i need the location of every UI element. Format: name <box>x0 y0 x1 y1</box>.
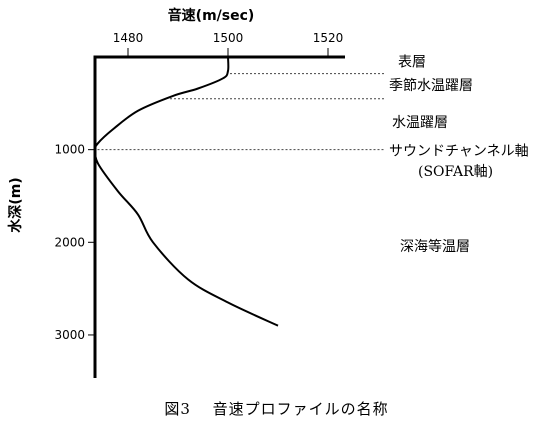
y-axis-title-group: 水深(m) <box>7 177 24 232</box>
layer-label: 表層 <box>398 55 426 71</box>
layer-label: 水温躍層 <box>392 115 448 131</box>
sound-speed-curve <box>94 56 279 327</box>
axes <box>93 55 345 378</box>
y-tick-label: 2000 <box>54 235 85 249</box>
layer-label: サウンドチャンネル軸 <box>389 144 529 160</box>
sound-speed-curve-group <box>94 56 279 327</box>
x-axis-ticks: 1480 1500 1520 <box>113 31 344 57</box>
x-tick-label: 1520 <box>313 31 344 45</box>
layer-label: 季節水温躍層 <box>389 77 473 94</box>
layer-label: 深海等温層 <box>400 238 470 255</box>
figure-caption: 図3 音速プロファイルの名称 <box>164 400 389 418</box>
layer-label: (SOFAR軸) <box>418 164 493 180</box>
layer-boundary-lines <box>97 73 384 151</box>
x-tick-label: 1500 <box>213 31 244 45</box>
y-axis-ticks: 1000 2000 3000 <box>54 143 95 342</box>
y-axis-title: 水深(m) <box>7 177 24 232</box>
y-tick-label: 3000 <box>54 328 85 342</box>
x-tick-label: 1480 <box>113 31 144 45</box>
x-axis-title: 音速(m/sec) <box>168 7 255 24</box>
y-tick-label: 1000 <box>54 143 85 157</box>
